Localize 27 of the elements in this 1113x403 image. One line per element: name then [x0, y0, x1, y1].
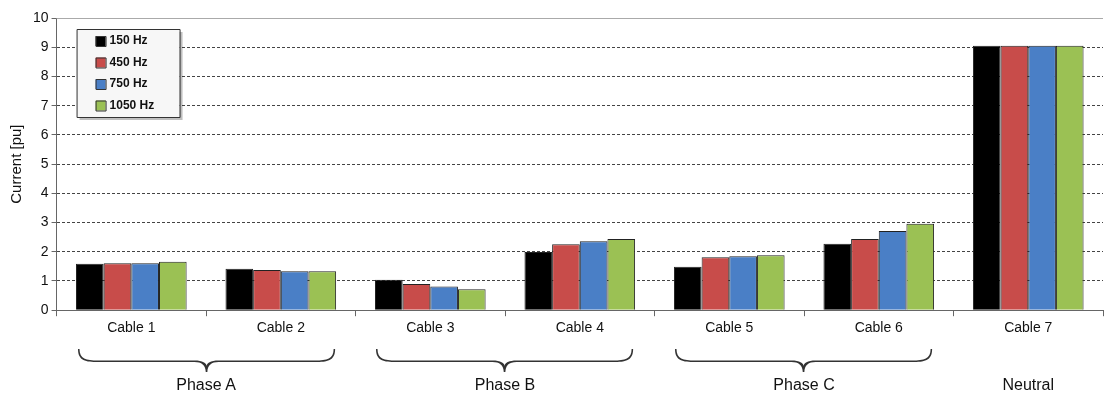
text: Neutral: [1001, 376, 1056, 395]
x-tick-label: Cable 7: [1004, 319, 1053, 336]
text: Phase C: [772, 376, 836, 395]
y-tick-label: 5: [40, 154, 49, 171]
y-tick-label: 7: [40, 96, 49, 113]
x-tick-label: Cable 5: [705, 319, 754, 336]
y-tick-label: 0: [40, 301, 49, 318]
y-tick-label: 4: [40, 184, 49, 201]
legend-label: 750 Hz: [109, 76, 148, 91]
x-tick-label: Cable 3: [406, 319, 455, 336]
x-tick-label: Cable 2: [256, 319, 306, 336]
legend-label: 1050 Hz: [109, 97, 155, 112]
x-tick-label: Cable 4: [555, 319, 605, 336]
y-tick-label: 2: [40, 242, 49, 259]
y-axis-title: Current [pu]: [7, 124, 25, 204]
y-tick-label: 6: [40, 125, 49, 142]
y-tick-label: 10: [32, 8, 49, 25]
legend-label: 450 Hz: [109, 54, 148, 69]
x-tick-label: Cable 6: [854, 319, 904, 336]
y-tick-label: 1: [40, 271, 49, 288]
text: Phase B: [473, 376, 537, 395]
text: Phase A: [175, 376, 237, 395]
y-tick-label: 3: [40, 213, 49, 230]
x-tick-label: Cable 1: [107, 319, 156, 336]
y-tick-label: 8: [40, 67, 49, 84]
legend-label: 150 Hz: [109, 33, 148, 48]
y-tick-label: 9: [40, 38, 49, 55]
